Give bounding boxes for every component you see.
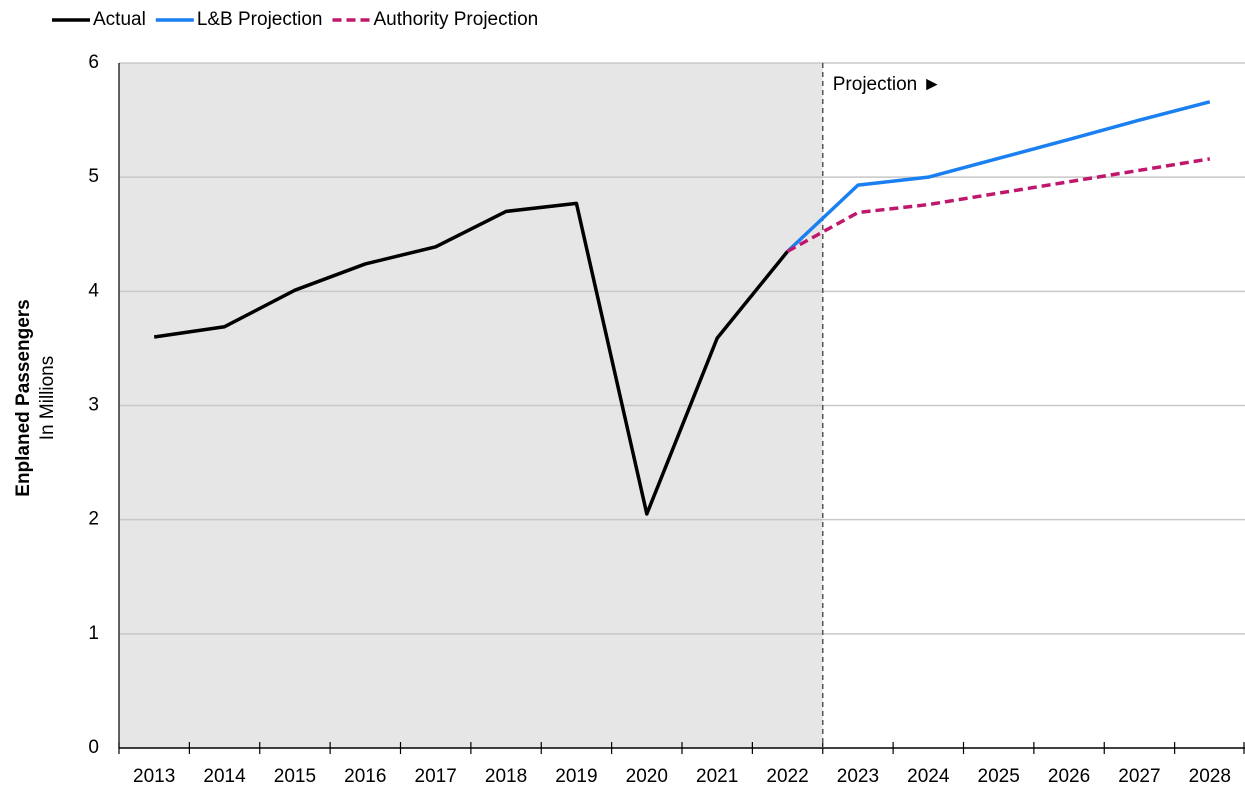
y-axis-label: Enplaned Passengers bbox=[13, 299, 34, 496]
x-tick-label: 2022 bbox=[766, 766, 808, 787]
y-tick-label: 4 bbox=[88, 280, 99, 301]
x-tick-label: 2019 bbox=[555, 766, 597, 787]
y-tick-label: 3 bbox=[88, 395, 99, 416]
x-tick-label: 2023 bbox=[837, 766, 879, 787]
x-tick-label: 2021 bbox=[696, 766, 738, 787]
x-tick-label: 2014 bbox=[203, 766, 246, 787]
legend-label: Actual bbox=[93, 9, 146, 30]
y-tick-label: 5 bbox=[88, 166, 99, 187]
x-tick-label: 2015 bbox=[274, 766, 316, 787]
y-tick-label: 1 bbox=[88, 623, 99, 644]
series-line bbox=[786, 157, 1211, 253]
x-tick-label: 2026 bbox=[1048, 766, 1090, 787]
series-line bbox=[786, 100, 1211, 253]
annotation: Projection ► bbox=[833, 74, 942, 95]
y-tick-label: 6 bbox=[88, 52, 99, 73]
legend-label: Authority Projection bbox=[374, 9, 539, 30]
x-tick-label: 2028 bbox=[1189, 766, 1231, 787]
x-tick-label: 2018 bbox=[485, 766, 527, 787]
x-tick-label: 2016 bbox=[344, 766, 386, 787]
y-axis-sublabel: In Millions bbox=[37, 356, 58, 440]
x-tick-label: 2017 bbox=[415, 766, 457, 787]
y-tick-label: 2 bbox=[88, 509, 99, 530]
series-line bbox=[153, 201, 789, 516]
x-tick-label: 2024 bbox=[907, 766, 950, 787]
x-tick-label: 2025 bbox=[978, 766, 1020, 787]
x-tick-label: 2013 bbox=[133, 766, 175, 787]
legend-label: L&B Projection bbox=[197, 9, 323, 30]
y-tick-label: 0 bbox=[88, 737, 99, 758]
x-tick-label: 2027 bbox=[1118, 766, 1160, 787]
x-tick-label: 2020 bbox=[626, 766, 668, 787]
